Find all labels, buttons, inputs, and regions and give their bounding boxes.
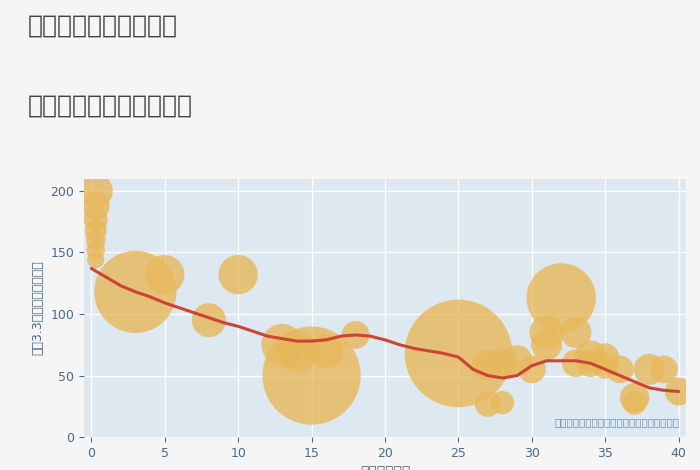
Point (90, 246, 101, 254)
Point (276, 341, 288, 349)
Point (673, 388, 685, 395)
Point (570, 329, 582, 336)
Point (90, 227, 101, 234)
Point (350, 331, 361, 339)
Point (512, 357, 523, 365)
Point (497, 399, 508, 407)
Point (203, 316, 214, 324)
X-axis label: 築年数（年）: 築年数（年） (360, 465, 410, 470)
Point (482, 360, 493, 368)
Point (90, 215, 101, 223)
Point (600, 362, 611, 369)
Point (526, 366, 538, 373)
Point (556, 294, 567, 302)
Y-axis label: 坪（3.3㎡）単価（万円）: 坪（3.3㎡）単価（万円） (32, 260, 45, 355)
Text: 円の大きさは、取引のあった物件面積を示す: 円の大きさは、取引のあった物件面積を示す (555, 417, 680, 427)
Point (232, 271, 244, 278)
Point (541, 329, 552, 336)
Point (600, 353, 611, 361)
Text: 築年数別中古戸建て価格: 築年数別中古戸建て価格 (28, 94, 193, 118)
Point (644, 366, 655, 373)
Point (585, 360, 596, 367)
Point (453, 350, 464, 357)
Point (90, 202, 101, 210)
Point (629, 399, 641, 407)
Point (90, 256, 101, 264)
Point (585, 352, 596, 360)
Text: 大阪府枚方市渚南町の: 大阪府枚方市渚南町の (28, 14, 178, 38)
Point (629, 394, 641, 401)
Point (541, 341, 552, 349)
Point (482, 400, 493, 407)
Point (570, 360, 582, 367)
Point (90, 187, 101, 195)
Point (306, 372, 317, 379)
Point (90, 236, 101, 244)
Point (291, 347, 302, 355)
Point (130, 288, 141, 296)
Point (659, 366, 670, 373)
Point (159, 271, 170, 278)
Point (615, 366, 626, 373)
Point (497, 360, 508, 367)
Point (321, 347, 332, 355)
